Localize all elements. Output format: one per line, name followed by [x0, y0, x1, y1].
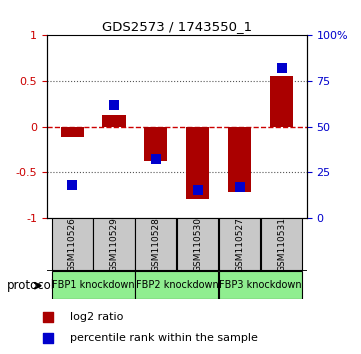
Text: FBP2 knockdown: FBP2 knockdown	[135, 280, 218, 290]
Text: GSM110531: GSM110531	[277, 217, 286, 272]
Point	[279, 65, 284, 71]
Bar	[219, 218, 260, 270]
Point	[69, 182, 75, 188]
Text: GSM110528: GSM110528	[151, 217, 160, 272]
Bar	[144, 127, 168, 161]
Text: GSM110527: GSM110527	[235, 217, 244, 272]
Bar	[103, 115, 126, 127]
Bar	[261, 218, 302, 270]
Bar	[52, 218, 93, 270]
Text: FBP1 knockdown: FBP1 knockdown	[52, 280, 134, 290]
Bar	[93, 218, 135, 270]
Point	[153, 156, 159, 162]
Text: GSM110526: GSM110526	[68, 217, 77, 272]
Point	[111, 102, 117, 108]
Point	[195, 188, 201, 193]
Point	[237, 184, 243, 189]
Text: protocol: protocol	[7, 279, 55, 292]
Bar	[177, 218, 218, 270]
Point	[45, 314, 51, 320]
Bar	[135, 218, 177, 270]
Text: FBP3 knockdown: FBP3 knockdown	[219, 280, 302, 290]
Bar	[219, 272, 302, 298]
Bar	[52, 272, 135, 298]
Text: GSM110530: GSM110530	[193, 217, 203, 272]
Text: GSM110529: GSM110529	[109, 217, 118, 272]
Bar	[135, 272, 218, 298]
Point	[45, 335, 51, 341]
Bar	[270, 76, 293, 127]
Bar	[186, 127, 209, 200]
Text: percentile rank within the sample: percentile rank within the sample	[70, 332, 258, 343]
Bar	[61, 127, 84, 137]
Bar	[228, 127, 251, 192]
Text: log2 ratio: log2 ratio	[70, 312, 123, 322]
Title: GDS2573 / 1743550_1: GDS2573 / 1743550_1	[102, 20, 252, 33]
